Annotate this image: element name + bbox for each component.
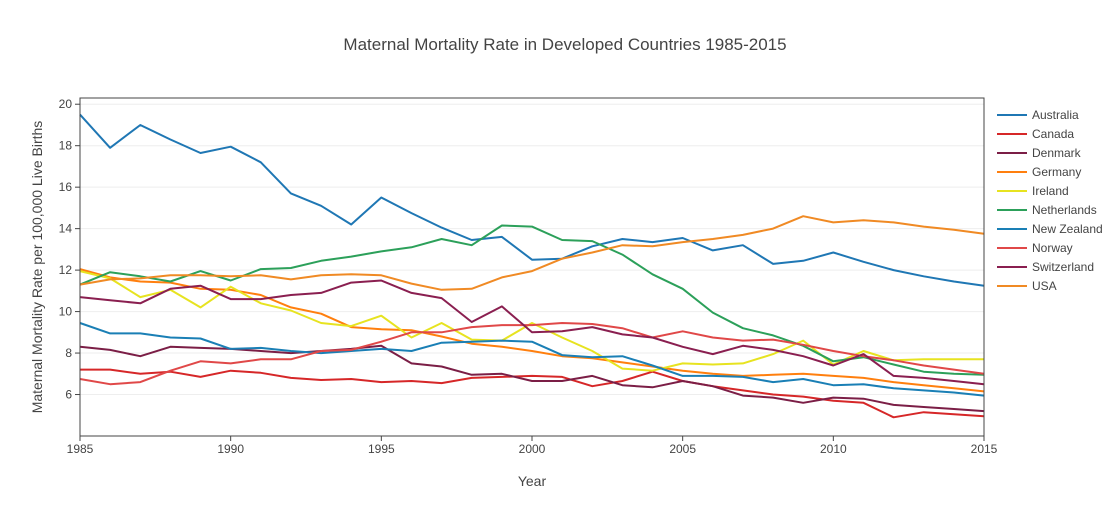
y-tick-label: 20 — [59, 97, 73, 111]
legend: Australia Canada Denmark Germany Ireland Neth… — [997, 108, 1103, 293]
x-tick-label: 2000 — [519, 442, 546, 456]
series-line-norway — [79, 322, 985, 386]
series-line-usa — [79, 215, 985, 291]
legend-label: Denmark — [1032, 146, 1082, 160]
series-line-australia — [79, 113, 985, 287]
x-tick-label: 2010 — [820, 442, 847, 456]
legend-label: USA — [1032, 279, 1057, 293]
legend-item-usa[interactable]: USA — [997, 279, 1057, 293]
x-tick-label: 2005 — [669, 442, 696, 456]
series-line-switzerland — [79, 279, 985, 386]
legend-label: Ireland — [1032, 184, 1069, 198]
y-tick-label: 16 — [59, 180, 73, 194]
series-line-new-zealand — [79, 322, 985, 397]
legend-item-new-zealand[interactable]: New Zealand — [997, 222, 1103, 236]
legend-label: Netherlands — [1032, 203, 1097, 217]
legend-item-norway[interactable]: Norway — [997, 241, 1073, 255]
y-tick-label: 10 — [59, 305, 73, 319]
legend-label: New Zealand — [1032, 222, 1103, 236]
series-line-germany — [79, 268, 985, 393]
x-axis-ticks: 1985 1990 1995 2000 2005 2010 2015 — [67, 436, 998, 456]
series-line-canada — [80, 368, 985, 419]
x-tick-label: 1990 — [217, 442, 244, 456]
legend-item-canada[interactable]: Canada — [997, 127, 1074, 141]
legend-item-australia[interactable]: Australia — [997, 108, 1079, 122]
legend-label: Germany — [1032, 165, 1081, 179]
series-line-netherlands — [79, 224, 985, 376]
y-tick-label: 18 — [59, 139, 73, 153]
x-tick-label: 1985 — [67, 442, 94, 456]
legend-label: Canada — [1032, 127, 1074, 141]
y-tick-label: 6 — [65, 388, 72, 402]
legend-item-ireland[interactable]: Ireland — [997, 184, 1069, 198]
legend-item-germany[interactable]: Germany — [997, 165, 1081, 179]
legend-item-switzerland[interactable]: Switzerland — [997, 260, 1094, 274]
legend-item-netherlands[interactable]: Netherlands — [997, 203, 1097, 217]
y-gridlines — [80, 103, 984, 396]
legend-label: Australia — [1032, 108, 1079, 122]
x-tick-label: 1995 — [368, 442, 395, 456]
x-tick-label: 2015 — [971, 442, 998, 456]
legend-label: Norway — [1032, 241, 1073, 255]
series-line-ireland — [79, 270, 984, 372]
chart-title: Maternal Mortality Rate in Developed Cou… — [343, 35, 786, 54]
series-lines — [79, 113, 985, 419]
y-axis-ticks: 6 8 10 12 14 16 18 20 — [59, 97, 80, 402]
y-tick-label: 14 — [59, 222, 73, 236]
y-tick-label: 12 — [59, 263, 73, 277]
legend-label: Switzerland — [1032, 260, 1094, 274]
x-axis-label: Year — [518, 473, 547, 489]
legend-item-denmark[interactable]: Denmark — [997, 146, 1082, 160]
plot-area: 1985 1990 1995 2000 2005 2010 2015 6 8 10 12 14 16 1… — [59, 97, 998, 456]
y-tick-label: 8 — [65, 346, 72, 360]
y-axis-label: Maternal Mortality Rate per 100,000 Live… — [29, 121, 45, 414]
